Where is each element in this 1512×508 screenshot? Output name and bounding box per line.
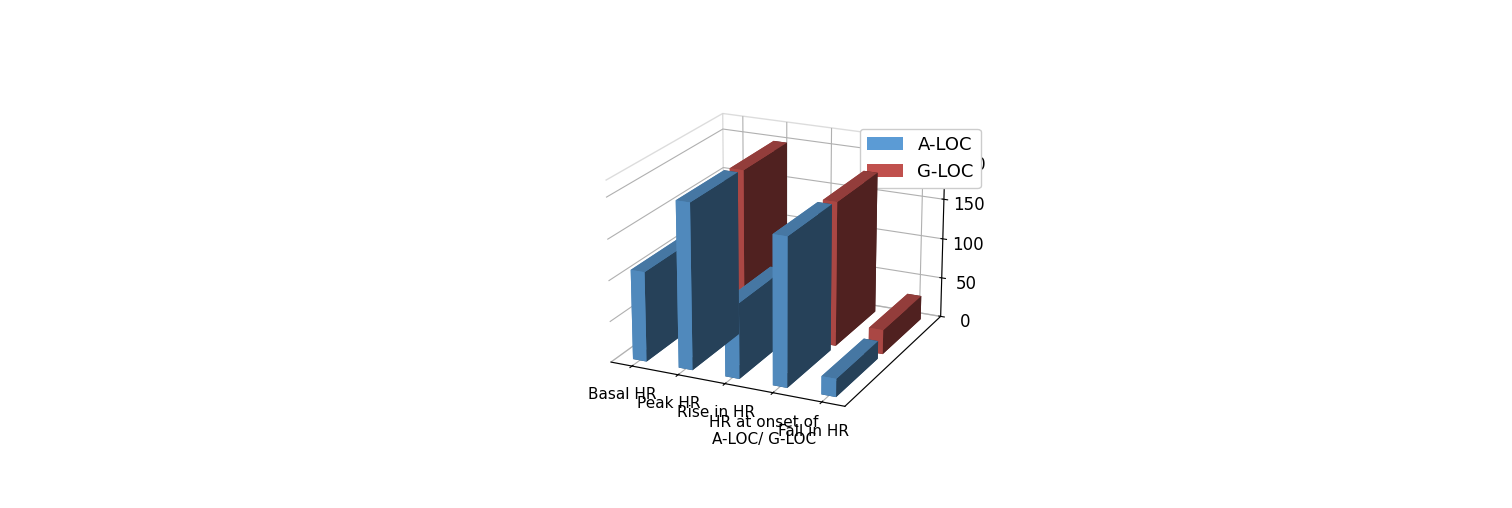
Legend: A-LOC, G-LOC: A-LOC, G-LOC [860,129,981,188]
